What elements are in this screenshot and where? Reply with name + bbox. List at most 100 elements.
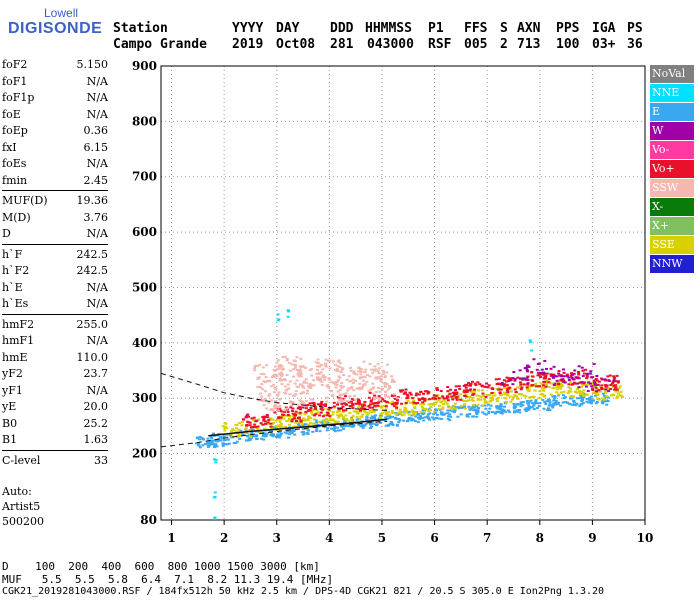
echo-point-vo- bbox=[311, 402, 315, 405]
echo-point-ssw bbox=[378, 377, 382, 380]
echo-point-ssw bbox=[309, 404, 313, 407]
echo-point-sse bbox=[449, 406, 453, 409]
echo-point-vo- bbox=[320, 400, 324, 403]
echo-point-e bbox=[286, 430, 290, 433]
echo-point-w bbox=[552, 383, 556, 386]
echo-point-vo- bbox=[507, 387, 511, 390]
echo-point-ssw bbox=[268, 380, 272, 383]
echo-point-ssw bbox=[288, 393, 292, 396]
echo-point-ssw bbox=[385, 363, 389, 366]
echo-point-e bbox=[569, 397, 573, 400]
echo-point-sse bbox=[596, 393, 600, 396]
echo-point-ssw bbox=[382, 369, 386, 372]
echo-point-vo- bbox=[277, 416, 281, 419]
echo-point-vo- bbox=[432, 394, 436, 397]
echo-point-e bbox=[507, 410, 511, 413]
echo-point-e bbox=[496, 407, 500, 410]
echo-point-e bbox=[391, 424, 395, 427]
echo-point-e bbox=[207, 444, 211, 447]
echo-point-ssw bbox=[317, 376, 321, 379]
echo-point-vo- bbox=[290, 409, 294, 412]
echo-point-vo- bbox=[484, 386, 488, 389]
echo-point-vo- bbox=[600, 384, 604, 387]
parameter-name: hmF1 bbox=[2, 334, 35, 347]
echo-point-vo- bbox=[616, 380, 620, 383]
echo-point-e bbox=[195, 442, 199, 445]
echo-point-vo- bbox=[484, 395, 488, 398]
echo-point-vo- bbox=[351, 404, 355, 407]
echo-point-sse bbox=[390, 410, 394, 413]
echo-point-sse bbox=[283, 425, 287, 428]
echo-point-e bbox=[311, 430, 315, 433]
echo-point-sse bbox=[484, 400, 488, 403]
echo-point-ssw bbox=[318, 371, 322, 374]
echo-point-ssw bbox=[355, 373, 359, 376]
echo-point-e bbox=[373, 417, 377, 420]
echo-point-ssw bbox=[383, 394, 387, 397]
echo-point-e bbox=[238, 437, 242, 440]
echo-point-sse bbox=[306, 417, 310, 420]
echo-point-sse bbox=[497, 387, 501, 390]
echo-point-vo- bbox=[463, 391, 467, 394]
header-label: HHMMSS bbox=[365, 21, 412, 36]
echo-point-sse bbox=[568, 387, 572, 390]
echo-point-vo- bbox=[423, 399, 427, 402]
echo-point-ssw bbox=[329, 389, 333, 392]
echo-point-vo- bbox=[304, 411, 308, 414]
echo-point-sse bbox=[361, 413, 365, 416]
echo-point-sse bbox=[419, 411, 423, 414]
echo-point-e bbox=[512, 411, 516, 414]
echo-point-sse bbox=[240, 421, 244, 424]
echo-point-sse bbox=[475, 394, 479, 397]
echo-point-sse bbox=[223, 422, 227, 425]
echo-point-sse bbox=[424, 408, 428, 411]
echo-point-w bbox=[512, 371, 516, 374]
echo-point-vo- bbox=[455, 391, 459, 394]
echo-point-ssw bbox=[395, 397, 399, 400]
echo-point-sse bbox=[477, 398, 481, 401]
parameter-row: foEs N/A bbox=[2, 156, 108, 172]
parameter-name: h`Es bbox=[2, 297, 29, 310]
echo-point-e bbox=[570, 403, 574, 406]
echo-point-e bbox=[446, 415, 450, 418]
echo-point-vo- bbox=[504, 380, 508, 383]
echo-point-e bbox=[287, 436, 291, 439]
echo-point-e bbox=[533, 402, 537, 405]
echo-point-vo- bbox=[344, 409, 348, 412]
echo-point-e bbox=[543, 400, 547, 403]
echo-point-e bbox=[385, 417, 389, 420]
echo-point-vo- bbox=[608, 374, 612, 377]
echo-point-nne bbox=[276, 319, 280, 322]
echo-point-e bbox=[342, 425, 346, 428]
echo-point-sse bbox=[398, 411, 402, 414]
echo-point-vo- bbox=[597, 389, 601, 392]
echo-point-sse bbox=[495, 398, 499, 401]
echo-point-w bbox=[593, 381, 597, 384]
echo-point-e bbox=[221, 442, 225, 445]
echo-point-e bbox=[435, 413, 439, 416]
parameter-value: 110.0 bbox=[76, 350, 109, 364]
echo-point-e bbox=[416, 413, 420, 416]
echo-point-sse bbox=[580, 385, 584, 388]
echo-point-ssw bbox=[340, 381, 344, 384]
echo-point-sse bbox=[469, 390, 473, 393]
echo-point-ssw bbox=[277, 391, 281, 394]
header-value: 713 bbox=[517, 37, 541, 52]
echo-point-vo- bbox=[316, 403, 320, 406]
echo-point-w bbox=[563, 381, 567, 384]
echo-point-e bbox=[351, 424, 355, 427]
echo-point-ssw bbox=[390, 380, 394, 383]
echo-point-ssw bbox=[332, 360, 336, 363]
echo-point-sse bbox=[356, 406, 360, 409]
echo-point-e bbox=[225, 443, 229, 446]
echo-point-sse bbox=[370, 409, 374, 412]
echo-point-ssw bbox=[304, 378, 308, 381]
parameter-row: foF1p N/A bbox=[2, 90, 108, 106]
echo-point-e bbox=[449, 415, 453, 418]
echo-point-e bbox=[337, 429, 341, 432]
echo-point-vo- bbox=[468, 389, 472, 392]
echo-point-e bbox=[290, 432, 294, 435]
echo-point-sse bbox=[495, 400, 499, 403]
parameter-value: N/A bbox=[86, 227, 108, 240]
echo-point-sse bbox=[331, 413, 335, 416]
